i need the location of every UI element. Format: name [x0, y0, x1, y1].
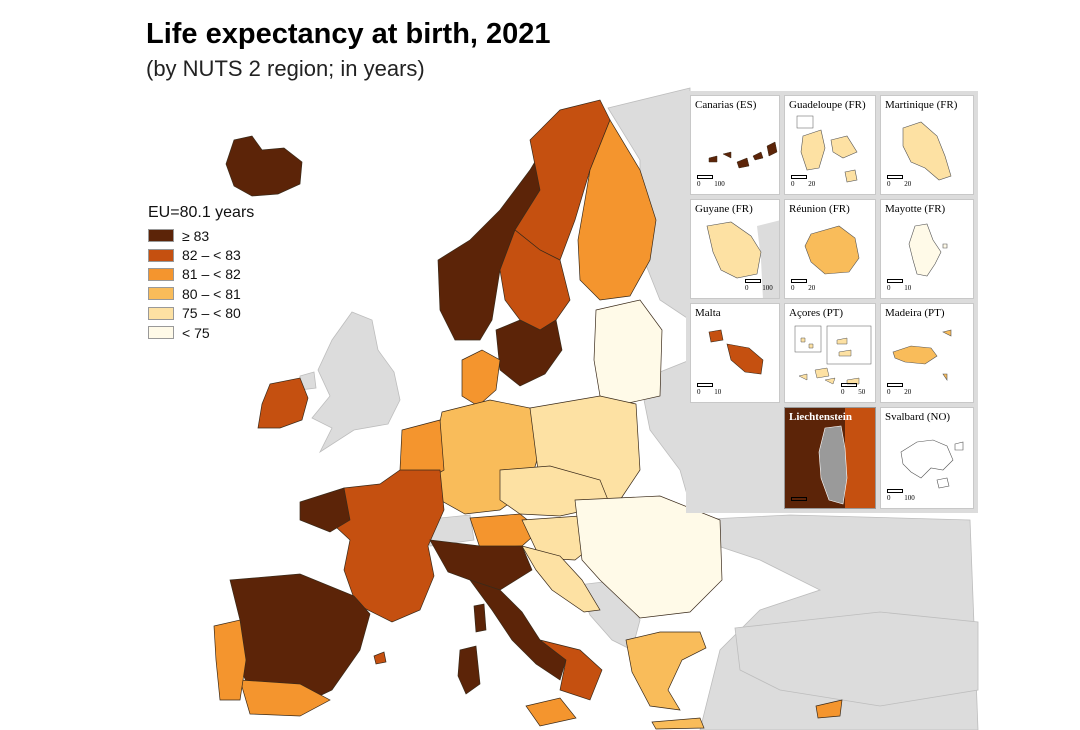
- inset-canarias: Canarias (ES) 0 100: [690, 95, 780, 195]
- map-title: Life expectancy at birth, 2021: [146, 18, 551, 50]
- region-north-scandinavia: [514, 99, 611, 261]
- legend-item: 81 – < 82: [148, 265, 254, 284]
- scale-bar: 0 100: [697, 175, 725, 188]
- map-subtitle: (by NUTS 2 region; in years): [146, 56, 425, 81]
- inset-maps-panel: Canarias (ES) 0 100 Guadeloupe (FR) 0 20…: [686, 91, 978, 513]
- region-finland: [577, 119, 657, 301]
- legend-swatch: [148, 326, 174, 340]
- inset-guyane-shape: [706, 220, 779, 298]
- inset-malta: Malta 0 10: [690, 303, 780, 403]
- inset-svalbard: Svalbard (NO) 0 100: [880, 407, 974, 509]
- legend-swatch: [148, 229, 174, 243]
- region-brittany-west: [299, 487, 351, 533]
- inset-label: Madeira (PT): [885, 307, 945, 319]
- inset-label: Guyane (FR): [695, 203, 753, 215]
- inset-label: Réunion (FR): [789, 203, 850, 215]
- scale-bar: 0 20: [887, 175, 911, 188]
- region-croatia-slovenia: [521, 545, 601, 613]
- non-eu-landmass: [299, 87, 979, 730]
- turkey: [734, 611, 979, 707]
- region-corsica: [473, 603, 487, 633]
- legend-swatch: [148, 287, 174, 301]
- great-britain: [311, 311, 401, 454]
- region-south-italy: [539, 639, 603, 701]
- region-romania-bulgaria: [574, 495, 723, 619]
- inset-madeira-shape: [892, 329, 952, 381]
- region-sicily: [525, 697, 577, 727]
- inset-reunion-shape: [804, 225, 860, 275]
- legend: EU=80.1 years ≥ 83 82 – < 83 81 – < 82 8…: [148, 204, 254, 342]
- inset-guyane: Guyane (FR) 0 100: [690, 199, 780, 299]
- inset-label: Martinique (FR): [885, 99, 958, 111]
- scale-bar: 0 20: [791, 175, 815, 188]
- region-sardinia: [457, 645, 481, 695]
- region-cyprus: [815, 699, 843, 719]
- legend-label: ≥ 83: [182, 227, 210, 244]
- inset-acores: Açores (PT) 0 50: [784, 303, 876, 403]
- region-north-italy: [429, 539, 533, 591]
- region-denmark: [461, 349, 501, 407]
- inset-canarias-shape: [708, 141, 778, 169]
- inset-label: Liechtenstein: [789, 411, 852, 423]
- region-portugal: [213, 619, 247, 701]
- legend-title: EU=80.1 years: [148, 204, 255, 221]
- legend-item: 82 – < 83: [148, 245, 254, 264]
- scale-bar: 0 100: [745, 279, 773, 292]
- inset-mayotte: Mayotte (FR) 0 10: [880, 199, 974, 299]
- inset-liechtenstein-shape: [785, 408, 875, 508]
- scale-bar: 0 10: [887, 279, 911, 292]
- legend-swatch: [148, 267, 174, 281]
- region-ireland: [257, 377, 309, 429]
- region-sweden: [499, 229, 571, 331]
- scale-bar: [791, 497, 807, 502]
- legend-item: 80 – < 81: [148, 284, 254, 303]
- region-iceland: [225, 135, 303, 197]
- inset-mayotte-shape: [908, 223, 948, 277]
- legend-label: 75 – < 80: [182, 305, 241, 322]
- inset-madeira: Madeira (PT) 0 20: [880, 303, 974, 403]
- legend-item: ≥ 83: [148, 226, 254, 245]
- inset-malta-shape: [708, 329, 764, 375]
- region-andalusia: [239, 679, 331, 717]
- inset-liechtenstein: Liechtenstein: [784, 407, 876, 509]
- region-italy: [469, 579, 567, 681]
- inset-label: Canarias (ES): [695, 99, 757, 111]
- inset-guadeloupe: Guadeloupe (FR) 0 20: [784, 95, 876, 195]
- scale-bar: 0 10: [697, 383, 721, 396]
- inset-label: Guadeloupe (FR): [789, 99, 866, 111]
- region-france: [323, 469, 445, 623]
- eu-regions: [213, 99, 843, 730]
- legend-item: < 75: [148, 323, 254, 342]
- scale-bar: 0 50: [841, 383, 865, 396]
- scale-bar: 0 20: [791, 279, 815, 292]
- inset-martinique: Martinique (FR) 0 20: [880, 95, 974, 195]
- inset-label: Malta: [695, 307, 721, 319]
- scale-bar: 0 100: [887, 489, 915, 502]
- inset-martinique-shape: [902, 121, 952, 181]
- region-greece: [625, 631, 707, 711]
- inset-reunion: Réunion (FR) 0 20: [784, 199, 876, 299]
- inset-label: Svalbard (NO): [885, 411, 951, 423]
- inset-svalbard-shape: [900, 439, 964, 489]
- legend-label: 81 – < 82: [182, 266, 241, 283]
- region-crete: [651, 717, 705, 730]
- region-balearics: [373, 651, 387, 665]
- region-baltics: [593, 299, 663, 405]
- legend-label: < 75: [182, 324, 210, 341]
- legend-label: 82 – < 83: [182, 247, 241, 264]
- legend-swatch: [148, 248, 174, 262]
- inset-label: Mayotte (FR): [885, 203, 946, 215]
- legend-item: 75 – < 80: [148, 304, 254, 323]
- scale-bar: 0 20: [887, 383, 911, 396]
- legend-swatch: [148, 306, 174, 320]
- legend-label: 80 – < 81: [182, 285, 241, 302]
- inset-label: Açores (PT): [789, 307, 844, 319]
- region-south-sweden: [495, 319, 563, 387]
- inset-acores-shape: [794, 325, 872, 385]
- inset-guadeloupe-shape: [796, 115, 858, 183]
